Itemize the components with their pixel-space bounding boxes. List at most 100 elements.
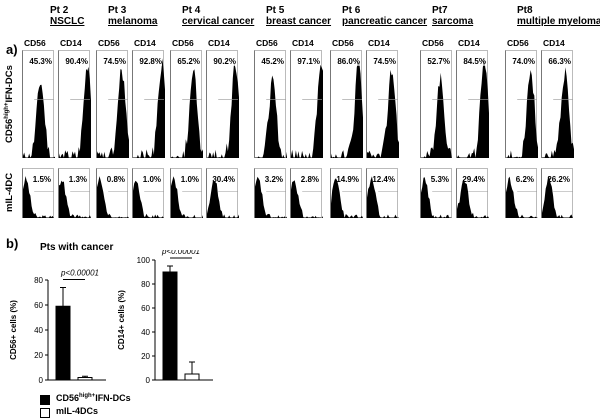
histogram-ifn-dcs: 97.1% bbox=[290, 50, 323, 158]
histogram-mil4dc-plot bbox=[255, 176, 287, 218]
histogram-mil4dc: 1.3% bbox=[58, 168, 91, 218]
row-label-ifn-dcs: CD56high+IFN-DCs bbox=[2, 28, 20, 148]
percentage-label: 92.8% bbox=[139, 57, 162, 66]
y-tick-label: 60 bbox=[141, 304, 150, 313]
histogram-mil4dc-plot bbox=[291, 180, 323, 218]
patient-id: Pt 4 bbox=[182, 5, 201, 16]
histogram-mil4dc-plot bbox=[23, 176, 55, 218]
histogram-ifn-plot bbox=[291, 64, 323, 158]
marker-label-cd56: CD56 bbox=[507, 38, 529, 48]
percentage-label: 1.5% bbox=[32, 175, 51, 184]
histogram-mil4dc-plot-fill bbox=[457, 179, 489, 218]
legend-label-ifn-dcs: CD56high+IFN-DCs bbox=[56, 393, 131, 403]
marker-label-cd56: CD56 bbox=[256, 38, 278, 48]
percentage-label: 29.4% bbox=[462, 175, 485, 184]
histogram-ifn-dcs: 65.2% bbox=[170, 50, 203, 158]
histogram-ifn-plot bbox=[133, 58, 165, 158]
histogram-mil4dc-plot bbox=[367, 176, 399, 218]
y-tick-label: 100 bbox=[137, 256, 151, 265]
histogram-ifn-plot-fill bbox=[421, 72, 453, 158]
histogram-mil4dc-plot-fill bbox=[421, 177, 453, 218]
percentage-label: 90.2% bbox=[213, 57, 236, 66]
histogram-mil4dc: 5.3% bbox=[420, 168, 453, 218]
histogram-ifn-plot-fill bbox=[207, 62, 239, 158]
patient-header-3: Pt 4 cervical cancer bbox=[182, 5, 254, 27]
row-label-mil4dc-text: mIL-4DC bbox=[4, 172, 15, 212]
histogram-ifn-dcs: 45.2% bbox=[254, 50, 287, 158]
histogram-mil4dc-plot-fill bbox=[133, 180, 165, 218]
histogram-ifn-plot bbox=[542, 67, 574, 158]
histogram-ifn-plot-fill bbox=[255, 75, 287, 158]
bar-ifn-dcs bbox=[162, 271, 178, 381]
histogram-ifn-plot-fill bbox=[171, 69, 203, 158]
histogram-ifn-plot-fill bbox=[291, 64, 323, 158]
p-value-annotation: p<0.00001 bbox=[60, 269, 99, 278]
y-tick-label: 20 bbox=[34, 351, 43, 360]
histogram-mil4dc: 1.0% bbox=[132, 168, 165, 218]
bar-mil4dcs bbox=[184, 373, 200, 381]
marker-label-cd14: CD14 bbox=[368, 38, 390, 48]
histogram-mil4dc: 30.4% bbox=[206, 168, 239, 218]
patient-header-5: Pt 6 pancreatic cancer bbox=[342, 5, 427, 27]
percentage-label: 0.8% bbox=[106, 175, 125, 184]
legend-ifn-sup: high+ bbox=[79, 393, 96, 399]
histogram-mil4dc: 1.0% bbox=[170, 168, 203, 218]
histogram-mil4dc-plot-fill bbox=[255, 176, 287, 218]
percentage-label: 84.5% bbox=[463, 57, 486, 66]
y-tick-label: 0 bbox=[39, 376, 44, 385]
bar-mil4dcs bbox=[77, 377, 93, 381]
marker-label-cd56: CD56 bbox=[332, 38, 354, 48]
histogram-mil4dc-plot bbox=[506, 176, 538, 218]
percentage-label: 5.3% bbox=[430, 175, 449, 184]
histogram-ifn-plot bbox=[171, 69, 203, 158]
patient-id: Pt 2 bbox=[50, 5, 69, 16]
histogram-mil4dc-plot bbox=[421, 177, 453, 218]
histogram-ifn-plot bbox=[457, 57, 489, 158]
row-label-ifn-sup: high+ bbox=[4, 102, 10, 119]
legend-swatch-ifn-dcs bbox=[40, 395, 50, 405]
histogram-mil4dc-plot-fill bbox=[171, 176, 203, 218]
percentage-label: 74.0% bbox=[512, 57, 535, 66]
percentage-label: 2.8% bbox=[300, 175, 319, 184]
histogram-ifn-plot-fill bbox=[542, 67, 574, 158]
histogram-mil4dc-plot bbox=[133, 180, 165, 218]
histogram-mil4dc-plot-fill bbox=[59, 180, 91, 218]
y-tick-label: 60 bbox=[34, 301, 43, 310]
bar-charts: 0 20 40 60 80 CD56+ cells (%) p<0.00001 0 20 40 60… bbox=[9, 250, 213, 385]
y-tick-label: 80 bbox=[141, 280, 150, 289]
histogram-ifn-dcs: 92.8% bbox=[132, 50, 165, 158]
histogram-ifn-dcs: 84.5% bbox=[456, 50, 489, 158]
row-label-ifn-tail: IFN-DCs bbox=[4, 65, 16, 103]
y-tick-label: 40 bbox=[141, 328, 150, 337]
percentage-label: 86.0% bbox=[337, 57, 360, 66]
histogram-mil4dc-plot bbox=[59, 180, 91, 218]
histogram-mil4dc-plot bbox=[542, 176, 574, 218]
marker-label-cd14: CD14 bbox=[543, 38, 565, 48]
patient-header-1: Pt 2 NSCLC bbox=[50, 5, 84, 27]
row-label-ifn-main: CD56 bbox=[4, 118, 16, 143]
histogram-ifn-plot bbox=[97, 69, 129, 158]
histogram-ifn-dcs: 74.5% bbox=[366, 50, 399, 158]
patient-id: Pt7 bbox=[432, 5, 448, 16]
histogram-mil4dc: 0.8% bbox=[96, 168, 129, 218]
histogram-ifn-plot bbox=[506, 70, 538, 158]
percentage-label: 74.5% bbox=[373, 57, 396, 66]
histogram-ifn-plot-fill bbox=[59, 66, 91, 158]
histogram-mil4dc-plot-fill bbox=[97, 176, 129, 218]
histogram-mil4dc-plot-fill bbox=[542, 176, 574, 218]
patient-header-7: Pt8 multiple myeloma bbox=[517, 5, 600, 27]
histogram-mil4dc-plot bbox=[207, 179, 239, 218]
percentage-label: 26.2% bbox=[547, 175, 570, 184]
percentage-label: 12.4% bbox=[372, 175, 395, 184]
patient-cancer: cervical cancer bbox=[182, 16, 255, 27]
histogram-ifn-plot bbox=[367, 69, 399, 158]
histogram-mil4dc: 29.4% bbox=[456, 168, 489, 218]
percentage-label: 90.4% bbox=[65, 57, 88, 66]
legend-swatch-mil4dcs bbox=[40, 408, 50, 418]
patient-id: Pt 6 bbox=[342, 5, 361, 16]
panel-b-label: b) bbox=[6, 236, 19, 251]
patient-cancer: sarcoma bbox=[432, 16, 474, 27]
histogram-ifn-dcs: 74.0% bbox=[505, 50, 538, 158]
patient-id: Pt8 bbox=[517, 5, 533, 16]
percentage-label: 45.2% bbox=[261, 57, 284, 66]
